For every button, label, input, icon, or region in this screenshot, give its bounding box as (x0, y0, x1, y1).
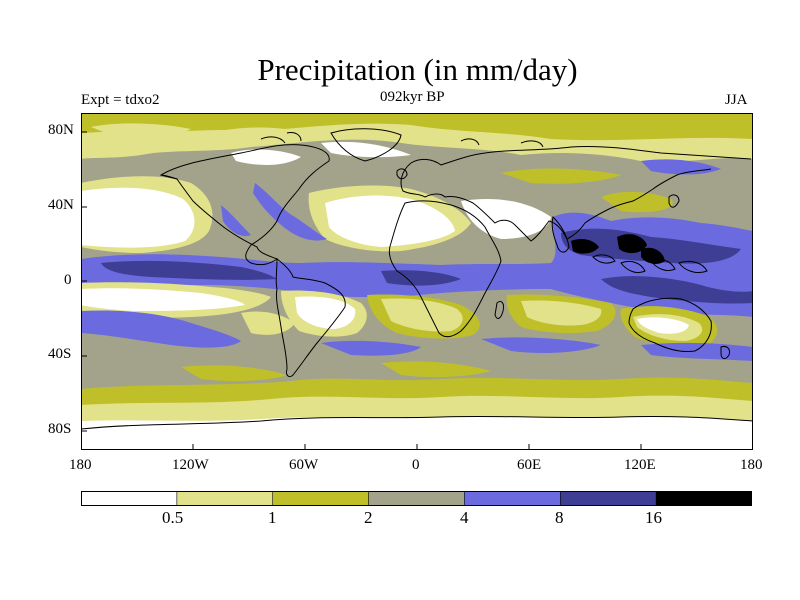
colorbar-box (81, 491, 178, 506)
nh-storm-tracks (221, 183, 327, 241)
experiment-label: Expt = tdxo2 (81, 92, 160, 108)
map-ticks (81, 131, 642, 450)
nh-subtropical-field (81, 176, 551, 253)
colorbar-box (176, 491, 274, 506)
map-title: Precipitation (in mm/day) (257, 52, 578, 87)
sh-storm-tracks (81, 310, 753, 361)
lon-tick-180w: 180 (69, 457, 92, 473)
lat-tick-80n: 80N (48, 122, 74, 138)
colorbar-label-4: 4 (460, 508, 469, 527)
colorbar-label-2: 2 (364, 508, 373, 527)
lat-tick-40s: 40S (48, 346, 72, 362)
lon-tick-120w: 120W (172, 457, 209, 473)
colorbar-box (272, 491, 370, 506)
period-label: 092kyr BP (380, 89, 445, 105)
colorbar-label-16: 16 (645, 508, 662, 527)
precipitation-map (81, 113, 753, 450)
colorbar-label-1: 1 (268, 508, 277, 527)
colorbar-label-8: 8 (555, 508, 564, 527)
colorbar-label-0-5: 0.5 (162, 508, 184, 527)
season-label: JJA (725, 92, 748, 108)
arctic-field (81, 113, 753, 165)
lon-tick-60w: 60W (289, 457, 319, 473)
antarctic-field (81, 361, 753, 450)
colorbar-box (368, 491, 466, 506)
lat-tick-40n: 40N (48, 197, 74, 213)
colorbar-box (464, 491, 562, 506)
lat-tick-80s: 80S (48, 421, 72, 437)
lon-tick-0: 0 (412, 457, 420, 473)
lon-tick-180e: 180 (740, 457, 763, 473)
lat-tick-0: 0 (64, 272, 72, 288)
lon-tick-60e: 60E (517, 457, 542, 473)
lon-tick-120e: 120E (624, 457, 656, 473)
coastlines (81, 128, 753, 430)
colorbar (81, 491, 752, 506)
colorbar-box (655, 491, 752, 506)
colorbar-box (559, 491, 657, 506)
